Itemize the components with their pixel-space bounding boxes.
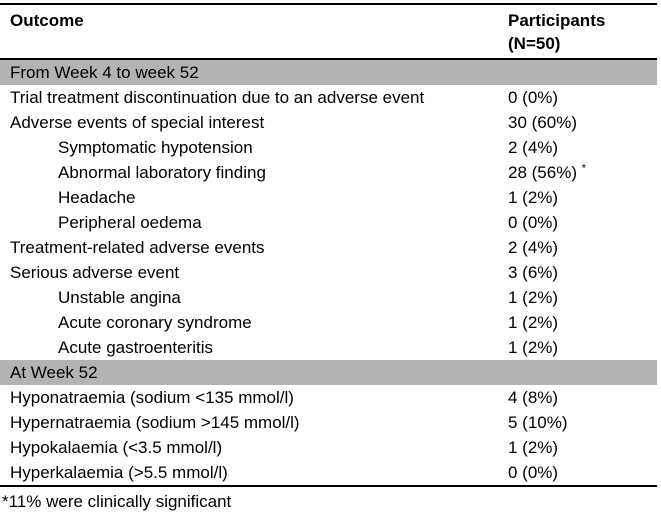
table-header: Outcome Participants (N=50) xyxy=(0,5,657,60)
header-participants-line1: Participants xyxy=(508,11,606,30)
outcome-cell: Symptomatic hypotension xyxy=(58,138,253,157)
participants-value: 1 (2%) xyxy=(508,438,559,457)
participants-value: 4 (8%) xyxy=(508,388,559,407)
table-row: Symptomatic hypotension 2 (4%) xyxy=(0,135,657,160)
table-row: Acute gastroenteritis 1 (2%) xyxy=(0,335,657,360)
participants-cell: 1 (2%) xyxy=(508,310,657,335)
outcome-cell: Peripheral oedema xyxy=(58,213,202,232)
table-row: Hyperkalaemia (>5.5 mmol/l) 0 (0%) xyxy=(0,460,657,485)
participants-value: 0 (0%) xyxy=(508,213,559,232)
participants-cell: 0 (0%) xyxy=(508,210,657,235)
section-header-row: From Week 4 to week 52 xyxy=(0,60,657,85)
outcome-cell: Abnormal laboratory finding xyxy=(58,163,266,182)
participants-cell: 0 (0%) xyxy=(508,460,657,485)
table-row: Serious adverse event 3 (6%) xyxy=(0,260,657,285)
outcome-cell: Hypokalaemia (<3.5 mmol/l) xyxy=(10,438,223,457)
participants-cell: 1 (2%) xyxy=(508,185,657,210)
participants-cell: 1 (2%) xyxy=(508,285,657,310)
table-row: Treatment-related adverse events 2 (4%) xyxy=(0,235,657,260)
footnote-marker: * xyxy=(581,162,586,175)
participants-cell: 2 (4%) xyxy=(508,135,657,160)
participants-value: 1 (2%) xyxy=(508,313,559,332)
outcome-cell: Treatment-related adverse events xyxy=(10,238,265,257)
outcome-cell: Trial treatment discontinuation due to a… xyxy=(10,88,425,107)
participants-value: 0 (0%) xyxy=(508,88,559,107)
participants-cell: 0 (0%) xyxy=(508,85,657,110)
participants-value: 2 (4%) xyxy=(508,238,559,257)
participants-cell: 30 (60%) xyxy=(508,110,657,135)
table-row: Trial treatment discontinuation due to a… xyxy=(0,85,657,110)
table-row: Hypokalaemia (<3.5 mmol/l) 1 (2%) xyxy=(0,435,657,460)
outcome-cell: Hyponatraemia (sodium <135 mmol/l) xyxy=(10,388,294,407)
participants-value: 1 (2%) xyxy=(508,188,559,207)
table-row: Acute coronary syndrome 1 (2%) xyxy=(0,310,657,335)
outcome-cell: Acute gastroenteritis xyxy=(58,338,213,357)
participants-value: 2 (4%) xyxy=(508,138,559,157)
outcome-cell: Adverse events of special interest xyxy=(10,113,265,132)
table-row: Headache 1 (2%) xyxy=(0,185,657,210)
table-row: Unstable angina 1 (2%) xyxy=(0,285,657,310)
participants-value: 30 (60%) xyxy=(508,113,577,132)
section-header-row: At Week 52 xyxy=(0,360,657,385)
table-row: Adverse events of special interest 30 (6… xyxy=(0,110,657,135)
participants-cell: 1 (2%) xyxy=(508,335,657,360)
participants-cell: 4 (8%) xyxy=(508,385,657,410)
outcome-cell: Hyperkalaemia (>5.5 mmol/l) xyxy=(10,463,228,482)
header-participants-line2: (N=50) xyxy=(508,34,561,53)
outcome-cell: Serious adverse event xyxy=(10,263,180,282)
table: Outcome Participants (N=50) From Week 4 … xyxy=(0,3,657,513)
participants-value: 1 (2%) xyxy=(508,288,559,307)
participants-value: 28 (56%) xyxy=(508,163,577,182)
participants-value: 3 (6%) xyxy=(508,263,559,282)
outcome-cell: Headache xyxy=(58,188,136,207)
outcome-cell: Hypernatraemia (sodium >145 mmol/l) xyxy=(10,413,300,432)
participants-cell: 5 (10%) xyxy=(508,410,657,435)
outcome-cell: Acute coronary syndrome xyxy=(58,313,252,332)
participants-cell: 3 (6%) xyxy=(508,260,657,285)
table-row: Hypernatraemia (sodium >145 mmol/l) 5 (1… xyxy=(0,410,657,435)
header-participants: Participants (N=50) xyxy=(508,9,657,55)
header-outcome: Outcome xyxy=(10,11,84,30)
participants-value: 5 (10%) xyxy=(508,413,568,432)
table-footnote: *11% were clinically significant xyxy=(2,492,232,511)
table-row: Peripheral oedema 0 (0%) xyxy=(0,210,657,235)
section-title: From Week 4 to week 52 xyxy=(10,63,199,82)
participants-cell: 28 (56%) * xyxy=(508,160,657,185)
participants-value: 0 (0%) xyxy=(508,463,559,482)
table-row: Abnormal laboratory finding 28 (56%) * xyxy=(0,160,657,185)
participants-cell: 2 (4%) xyxy=(508,235,657,260)
table-row: Hyponatraemia (sodium <135 mmol/l) 4 (8%… xyxy=(0,385,657,410)
participants-value: 1 (2%) xyxy=(508,338,559,357)
table-body: From Week 4 to week 52 Trial treatment d… xyxy=(0,60,657,487)
outcome-cell: Unstable angina xyxy=(58,288,181,307)
section-title: At Week 52 xyxy=(10,363,98,382)
participants-cell: 1 (2%) xyxy=(508,435,657,460)
